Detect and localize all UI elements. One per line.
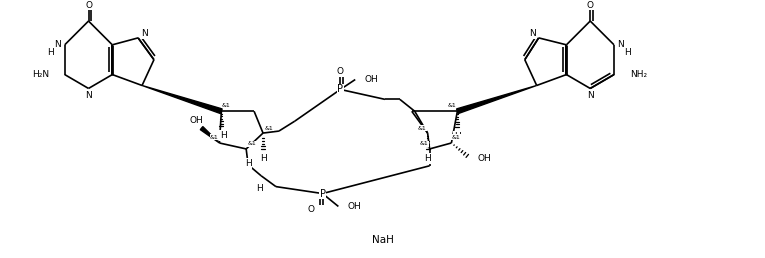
Polygon shape xyxy=(457,85,537,114)
Text: OH: OH xyxy=(347,202,361,211)
Text: N: N xyxy=(141,29,148,38)
Text: O: O xyxy=(587,1,594,10)
Text: &1: &1 xyxy=(248,141,256,147)
Polygon shape xyxy=(200,127,220,143)
Text: P: P xyxy=(337,84,343,94)
Text: NaH: NaH xyxy=(372,235,394,245)
Text: H: H xyxy=(245,159,252,168)
Text: P: P xyxy=(320,189,326,199)
Text: H: H xyxy=(256,184,262,193)
Text: N: N xyxy=(85,91,92,100)
Text: &1: &1 xyxy=(452,134,461,140)
Text: O: O xyxy=(85,1,92,10)
Text: H: H xyxy=(220,131,226,140)
Text: O: O xyxy=(337,67,343,76)
Text: OH: OH xyxy=(190,116,203,125)
Text: &1: &1 xyxy=(222,103,231,108)
Text: H: H xyxy=(47,48,54,57)
Text: &1: &1 xyxy=(265,126,273,131)
Text: &1: &1 xyxy=(210,134,219,140)
Text: N: N xyxy=(587,91,594,100)
Text: OH: OH xyxy=(364,75,378,84)
Text: &1: &1 xyxy=(448,103,457,108)
Polygon shape xyxy=(142,85,222,114)
Text: NH₂: NH₂ xyxy=(630,70,647,79)
Text: H: H xyxy=(425,154,431,163)
Text: H: H xyxy=(454,132,461,141)
Text: H₂N: H₂N xyxy=(31,70,49,79)
Text: N: N xyxy=(617,40,624,49)
Text: O: O xyxy=(308,205,314,214)
Text: H: H xyxy=(624,48,631,57)
Text: N: N xyxy=(529,29,536,38)
Text: &1: &1 xyxy=(417,126,426,131)
Text: N: N xyxy=(54,40,61,49)
Text: OH: OH xyxy=(477,154,491,163)
Text: H: H xyxy=(259,154,266,163)
Text: &1: &1 xyxy=(419,141,428,147)
